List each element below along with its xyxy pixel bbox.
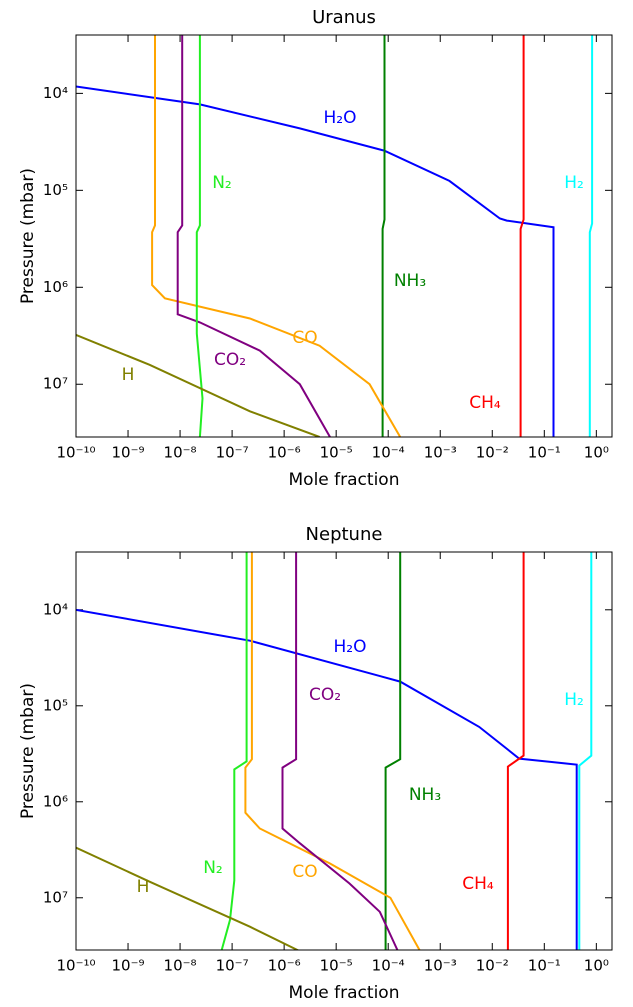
series-label: CH₄ — [462, 874, 494, 894]
x-tick-label: 10⁻⁵ — [320, 444, 353, 462]
series-label: H₂ — [564, 173, 584, 193]
series-line — [151, 35, 402, 437]
series-line — [578, 552, 593, 950]
series-label: CO — [292, 328, 317, 348]
x-tick-label: 10⁰ — [584, 444, 609, 462]
series-label: H₂O — [324, 108, 357, 128]
x-tick-label: 10⁻⁸ — [164, 444, 197, 462]
x-tick-label: 10⁻¹ — [528, 957, 561, 975]
plot-frame — [75, 34, 613, 438]
x-tick-label: 10⁻³ — [424, 957, 457, 975]
chart-title: Neptune — [306, 524, 383, 545]
y-tick-label: 10⁶ — [43, 278, 68, 296]
x-tick-label: 10⁻⁵ — [320, 957, 353, 975]
plot-frame — [75, 551, 613, 951]
x-tick-label: 10⁻⁷ — [216, 957, 249, 975]
y-tick-label: 10⁷ — [43, 375, 68, 393]
x-tick-label: 10⁻⁸ — [164, 957, 197, 975]
x-tick-label: 10⁻² — [476, 957, 509, 975]
series-line — [588, 35, 594, 437]
series-line — [381, 35, 386, 437]
x-tick-label: 10⁻⁴ — [372, 957, 405, 975]
x-tick-label: 10⁻⁶ — [268, 957, 301, 975]
y-tick-label: 10⁵ — [43, 696, 68, 714]
x-tick-label: 10⁻⁹ — [112, 957, 145, 975]
series-line — [384, 552, 402, 950]
series-label: NH₃ — [394, 271, 426, 291]
series-label: H — [122, 365, 135, 385]
x-tick-label: 10⁻⁴ — [372, 444, 405, 462]
series-label: N₂ — [212, 173, 232, 193]
series-label: H₂O — [334, 637, 367, 657]
series-label: H — [137, 877, 150, 897]
y-tick-label: 10⁴ — [43, 84, 68, 102]
x-axis-label: Mole fraction — [289, 470, 400, 490]
y-tick-label: 10⁶ — [43, 792, 68, 810]
series-label: CO₂ — [214, 350, 246, 370]
series-label: CO — [292, 862, 317, 882]
series-line — [195, 35, 204, 437]
x-tick-label: 10⁻⁹ — [112, 444, 145, 462]
x-tick-label: 10⁻⁶ — [268, 444, 301, 462]
x-tick-label: 10⁻¹⁰ — [56, 957, 95, 975]
series-line — [506, 552, 525, 950]
series-line — [220, 552, 248, 950]
series-label: H₂ — [564, 690, 584, 710]
series-line — [76, 846, 300, 950]
y-tick-label: 10⁵ — [43, 181, 68, 199]
series-line — [519, 35, 525, 437]
series-label: NH₃ — [409, 785, 441, 805]
series-line — [244, 552, 421, 950]
x-axis-label: Mole fraction — [289, 983, 400, 1003]
x-tick-label: 10⁻¹⁰ — [56, 444, 95, 462]
x-tick-label: 10⁻³ — [424, 444, 457, 462]
x-tick-label: 10⁻⁷ — [216, 444, 249, 462]
series-line — [76, 608, 578, 950]
series-label: CO₂ — [309, 685, 341, 705]
series-line — [176, 35, 331, 437]
series-line — [281, 552, 399, 950]
y-tick-label: 10⁴ — [43, 600, 68, 618]
y-axis-label: Pressure (mbar) — [18, 683, 38, 819]
y-tick-label: 10⁷ — [43, 888, 68, 906]
series-line — [76, 333, 320, 437]
x-tick-label: 10⁻² — [476, 444, 509, 462]
series-label: N₂ — [203, 858, 223, 878]
x-tick-label: 10⁰ — [584, 957, 609, 975]
series-label: CH₄ — [469, 393, 501, 413]
series-line — [76, 85, 555, 437]
chart-title: Uranus — [312, 7, 376, 28]
x-tick-label: 10⁻¹ — [528, 444, 561, 462]
y-axis-label: Pressure (mbar) — [18, 168, 38, 304]
